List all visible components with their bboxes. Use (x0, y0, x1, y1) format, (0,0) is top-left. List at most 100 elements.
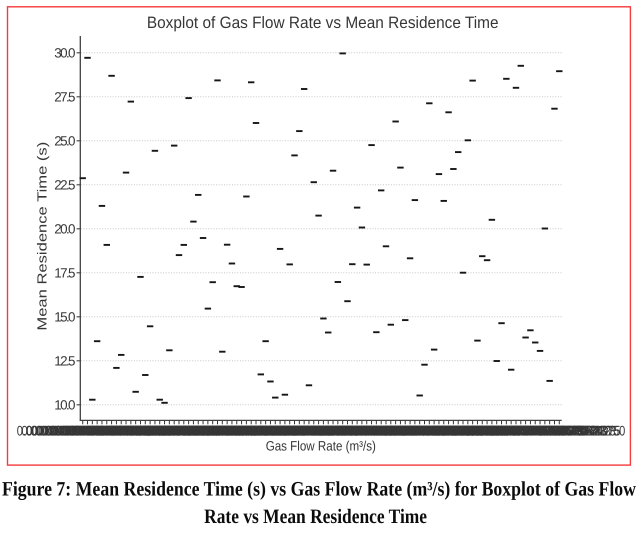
svg-text:0.00013435240824008427: 0.00013435240824008427 (238, 422, 370, 438)
svg-text:27.5: 27.5 (54, 90, 75, 105)
svg-text:0.00058842474517123685: 0.00058842474517123685 (344, 422, 476, 438)
svg-text:0.00040268117758917839: 0.00040268117758917839 (378, 422, 510, 438)
svg-text:0.00091241904966319314: 0.00091241904966319314 (204, 422, 336, 438)
svg-text:0.00019655698169340608: 0.00019655698169340608 (142, 422, 274, 438)
svg-text:0.00071756551256746807: 0.00071756551256746807 (277, 422, 409, 438)
svg-text:0.00071331509839301031: 0.00071331509839301031 (70, 422, 202, 438)
svg-text:0.00082675869261796405: 0.00082675869261796405 (359, 422, 491, 438)
svg-text:22.5: 22.5 (54, 178, 75, 193)
svg-text:0.00068011280598262045: 0.00068011280598262045 (123, 422, 255, 438)
svg-text:0.00090229413186999386: 0.00090229413186999386 (248, 422, 380, 438)
svg-text:0.00001399049027874296: 0.00001399049027874296 (272, 422, 404, 438)
svg-text:0.00008470076617711592: 0.00008470076617711592 (383, 422, 515, 438)
svg-text:0.00012191361939909169: 0.00012191361939909169 (99, 422, 231, 438)
svg-text:30.0: 30.0 (54, 46, 75, 61)
svg-text:0.00064492519254629148: 0.00064492519254629148 (469, 422, 601, 438)
svg-text:0.00034874016400524278: 0.00034874016400524278 (118, 422, 250, 438)
svg-text:0.00034309805009788208: 0.00034309805009788208 (94, 422, 226, 438)
svg-text:0.00083673657661565452: 0.00083673657661565452 (392, 422, 524, 438)
svg-text:0.00005183473829973763: 0.00005183473829973763 (74, 422, 206, 438)
svg-text:0.00004228421020539502: 0.00004228421020539502 (373, 422, 505, 438)
svg-text:0.00087026217459615865: 0.00087026217459615865 (310, 422, 442, 438)
svg-text:0.00071111615280988516: 0.00071111615280988516 (397, 422, 529, 438)
svg-text:0.00078091343161172400: 0.00078091343161172400 (315, 422, 447, 438)
svg-text:0.00065876036690967054: 0.00065876036690967054 (180, 422, 312, 438)
svg-text:0.00027048281489325288: 0.00027048281489325288 (55, 422, 187, 438)
svg-text:Boxplot of Gas Flow Rate vs Me: Boxplot of Gas Flow Rate vs Mean Residen… (147, 14, 499, 32)
svg-text:0.00091669784801845146: 0.00091669784801845146 (50, 422, 182, 438)
svg-text:0.00083561595148465648: 0.00083561595148465648 (147, 422, 279, 438)
svg-text:0.00001632870831727889: 0.00001632870831727889 (166, 422, 298, 438)
svg-text:0.00009570154303911718: 0.00009570154303911718 (60, 422, 192, 438)
svg-text:0.00090053293183933529: 0.00090053293183933529 (368, 422, 500, 438)
svg-text:0.00098543534624751079: 0.00098543534624751079 (103, 422, 235, 438)
svg-text:0.00016048175496513709: 0.00016048175496513709 (349, 422, 481, 438)
svg-text:17.5: 17.5 (54, 266, 75, 281)
svg-text:25.0: 25.0 (54, 134, 75, 149)
svg-text:20.0: 20.0 (54, 222, 75, 237)
svg-text:0.00065414586850142940: 0.00065414586850142940 (137, 422, 269, 438)
svg-text:0.00098084124118244935: 0.00098084124118244935 (113, 422, 245, 438)
svg-text:0.00022141888059296222: 0.00022141888059296222 (479, 422, 611, 438)
svg-text:0.00043634957885685574: 0.00043634957885685574 (229, 422, 361, 438)
svg-text:0.00069003432445107622: 0.00069003432445107622 (426, 422, 558, 438)
svg-text:0.00037556464170805310: 0.00037556464170805310 (195, 422, 327, 438)
svg-text:0.00059774688623924075: 0.00059774688623924075 (488, 422, 620, 438)
svg-text:0.00015451680876038597: 0.00015451680876038597 (281, 422, 413, 438)
svg-text:0.00051493689980940244: 0.00051493689980940244 (407, 422, 539, 438)
svg-text:0.00050455623869222196: 0.00050455623869222196 (320, 422, 452, 438)
svg-text:0.00012499856984789611: 0.00012499856984789611 (387, 422, 519, 438)
svg-text:Rate vs Mean Residence Time: Rate vs Mean Residence Time (204, 506, 427, 528)
svg-text:0.00073799650752735454: 0.00073799650752735454 (219, 422, 351, 438)
svg-text:0.00090838637940265423: 0.00090838637940265423 (22, 422, 154, 438)
svg-text:0.00010947775204711671: 0.00010947775204711671 (243, 422, 375, 438)
svg-text:0.00040640909743953394: 0.00040640909743953394 (334, 422, 466, 438)
svg-text:0.00068388516060715969: 0.00068388516060715969 (431, 422, 563, 438)
svg-text:0.00051161559407816184: 0.00051161559407816184 (26, 422, 158, 438)
svg-text:0.00028120679740344713: 0.00028120679740344713 (257, 422, 389, 438)
svg-text:0.00084969653287101226: 0.00084969653287101226 (46, 422, 178, 438)
svg-text:0.00097278755886753396: 0.00097278755886753396 (301, 422, 433, 438)
svg-text:0.00021047095214562328: 0.00021047095214562328 (339, 422, 471, 438)
svg-text:Mean Residence Time (s): Mean Residence Time (s) (35, 142, 50, 331)
svg-text:12.5: 12.5 (54, 354, 75, 369)
svg-text:0.00093792374740748217: 0.00093792374740748217 (325, 422, 457, 438)
svg-text:0.00097643815614978403: 0.00097643815614978403 (421, 422, 553, 438)
svg-text:0.00011656670106513338: 0.00011656670106513338 (79, 422, 211, 438)
svg-text:0.00057773872148951343: 0.00057773872148951343 (156, 422, 288, 438)
svg-text:0.00077496499091334123: 0.00077496499091334123 (253, 422, 385, 438)
svg-text:0.00085931746120047113: 0.00085931746120047113 (354, 422, 486, 438)
svg-text:0.00035978207151820377: 0.00035978207151820377 (460, 422, 592, 438)
svg-text:0.00065281685054235733: 0.00065281685054235733 (474, 422, 606, 438)
svg-text:0.00037735158506431713: 0.00037735158506431713 (363, 422, 495, 438)
svg-text:15.0: 15.0 (54, 310, 75, 325)
svg-text:0.00067736026064746872: 0.00067736026064746872 (89, 422, 221, 438)
svg-text:Figure 7: Mean Residence Time: Figure 7: Mean Residence Time (s) vs Gas… (2, 479, 636, 501)
svg-text:0.00053419283276483503: 0.00053419283276483503 (36, 422, 168, 438)
svg-text:0.00029806990162720465: 0.00029806990162720465 (190, 422, 322, 438)
svg-text:10.0: 10.0 (54, 398, 75, 413)
svg-text:0.00092706537947383473: 0.00092706537947383473 (484, 422, 616, 438)
svg-text:0.00003309232719374529: 0.00003309232719374529 (200, 422, 332, 438)
svg-text:0.00086131712748467737: 0.00086131712748467737 (291, 422, 423, 438)
svg-text:0.00025459910229014767: 0.00025459910229014767 (416, 422, 548, 438)
svg-text:0.00022782489638346578: 0.00022782489638346578 (65, 422, 197, 438)
svg-text:0.00071434558122362316: 0.00071434558122362316 (176, 422, 308, 438)
svg-text:0.00071746488771906594: 0.00071746488771906594 (267, 422, 399, 438)
svg-text:0.00091905865185067165: 0.00091905865185067165 (209, 422, 341, 438)
svg-text:0.00049361832421024994: 0.00049361832421024994 (262, 422, 394, 438)
svg-text:0.00070348247710932480: 0.00070348247710932480 (286, 422, 418, 438)
svg-text:0.00066889373467065627: 0.00066889373467065627 (185, 422, 317, 438)
svg-text:0.00081814124782613750: 0.00081814124782613750 (493, 422, 625, 438)
svg-text:0.00056049451983273158: 0.00056049451983273158 (402, 422, 534, 438)
svg-text:0.00095931034131647525: 0.00095931034131647525 (31, 422, 163, 438)
svg-text:0.00094808313678377701: 0.00094808313678377701 (224, 422, 356, 438)
svg-text:0.00023124329212779979: 0.00023124329212779979 (445, 422, 577, 438)
svg-text:0.00005641395376724238: 0.00005641395376724238 (41, 422, 173, 438)
svg-text:0.00095527177449058147: 0.00095527177449058147 (450, 422, 582, 438)
svg-text:0.00091183842513542784: 0.00091183842513542784 (108, 422, 240, 438)
svg-text:0.00066416052975161369: 0.00066416052975161369 (436, 422, 568, 438)
svg-text:0.00055022961201836675: 0.00055022961201836675 (411, 422, 543, 438)
svg-text:0.00082639821465840449: 0.00082639821465840449 (296, 422, 428, 438)
svg-text:0.00010433218196001338: 0.00010433218196001338 (17, 422, 149, 438)
